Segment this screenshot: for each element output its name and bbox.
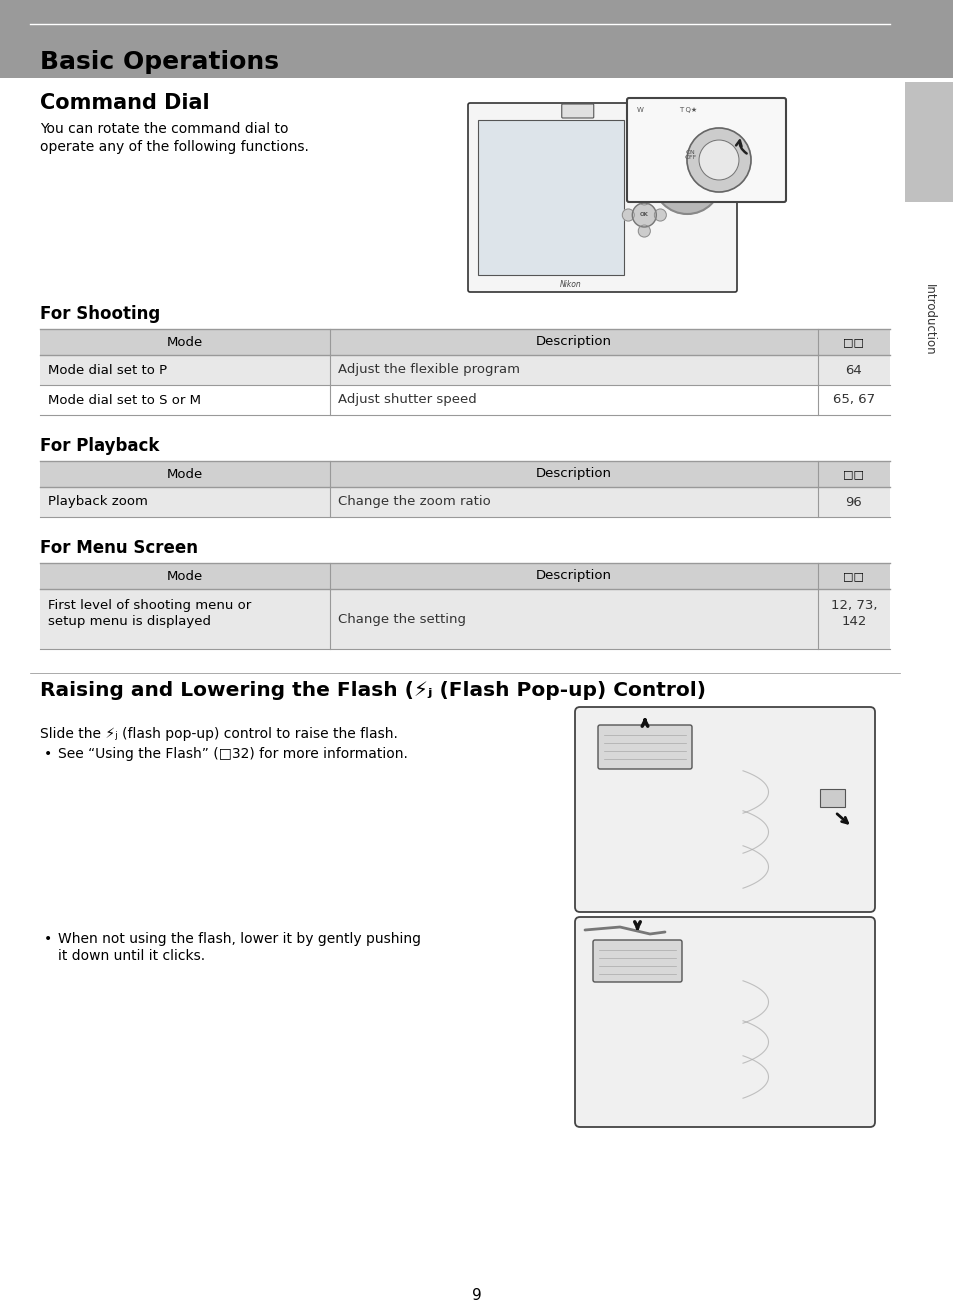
Text: Slide the ⚡ⱼ (flash pop-up) control to raise the flash.: Slide the ⚡ⱼ (flash pop-up) control to r… [40,727,397,741]
Text: 142: 142 [841,615,865,628]
Bar [904,81,953,202]
Text: Description: Description [536,335,612,348]
Text: Introduction: Introduction [922,284,935,356]
Circle shape [666,160,706,200]
Text: For Playback: For Playback [40,438,159,455]
FancyBboxPatch shape [598,725,691,769]
Text: Nikon: Nikon [559,280,581,289]
FancyBboxPatch shape [468,102,737,292]
Text: setup menu is displayed: setup menu is displayed [48,615,211,628]
Circle shape [648,127,659,139]
Circle shape [638,225,650,237]
Text: •: • [44,932,52,946]
Text: When not using the flash, lower it by gently pushing: When not using the flash, lower it by ge… [58,932,420,946]
Text: Adjust the flexible program: Adjust the flexible program [337,364,519,377]
Bar [40,328,889,355]
Text: Description: Description [536,569,612,582]
Text: Mode dial set to P: Mode dial set to P [48,364,167,377]
Text: Basic Operations: Basic Operations [40,50,278,74]
Text: Description: Description [536,468,612,481]
Circle shape [628,127,639,139]
FancyBboxPatch shape [593,940,681,982]
Text: □□: □□ [842,336,863,347]
Text: 64: 64 [844,364,862,377]
Text: Mode: Mode [167,468,203,481]
Text: Mode: Mode [167,569,203,582]
Bar [40,589,889,649]
Text: OK: OK [639,213,648,218]
Text: Change the setting: Change the setting [337,612,465,625]
Text: it down until it clicks.: it down until it clicks. [58,949,205,963]
Text: T Q★: T Q★ [679,106,697,113]
Circle shape [699,141,739,180]
Bar [40,562,889,589]
Text: operate any of the following functions.: operate any of the following functions. [40,141,309,154]
Text: Mode dial set to S or M: Mode dial set to S or M [48,393,201,406]
Text: ON
OFF: ON OFF [684,150,697,160]
Text: For Menu Screen: For Menu Screen [40,539,198,557]
Text: 12, 73,: 12, 73, [830,599,877,612]
FancyBboxPatch shape [575,917,874,1127]
Text: Mode: Mode [167,335,203,348]
FancyBboxPatch shape [626,99,785,202]
Text: W: W [637,106,643,113]
Bar [40,461,889,487]
Text: Command Dial: Command Dial [40,93,210,113]
Text: You can rotate the command dial to: You can rotate the command dial to [40,122,288,137]
Text: See “Using the Flash” (□32) for more information.: See “Using the Flash” (□32) for more inf… [58,746,408,761]
Text: First level of shooting menu or: First level of shooting menu or [48,599,251,612]
Text: •: • [44,746,52,761]
Bar [40,355,889,385]
FancyBboxPatch shape [561,104,593,118]
Text: 96: 96 [844,495,862,509]
Text: Playback zoom: Playback zoom [48,495,148,509]
Text: 9: 9 [472,1288,481,1302]
Bar [0,0,953,78]
Text: □□: □□ [842,572,863,581]
Text: Change the zoom ratio: Change the zoom ratio [337,495,490,509]
Circle shape [638,193,650,205]
Bar [820,788,844,807]
Circle shape [621,209,634,221]
FancyBboxPatch shape [575,707,874,912]
Bar [40,385,889,415]
Circle shape [654,209,665,221]
Text: For Shooting: For Shooting [40,305,160,323]
Circle shape [653,146,720,214]
Text: Raising and Lowering the Flash (⚡ⱼ (Flash Pop-up) Control): Raising and Lowering the Flash (⚡ⱼ (Flas… [40,681,705,700]
Circle shape [677,170,697,191]
Circle shape [686,127,750,192]
Bar [40,487,889,516]
Text: □□: □□ [842,469,863,480]
Text: 65, 67: 65, 67 [832,393,874,406]
Circle shape [632,202,656,227]
Text: Adjust shutter speed: Adjust shutter speed [337,393,476,406]
Bar [477,120,623,275]
